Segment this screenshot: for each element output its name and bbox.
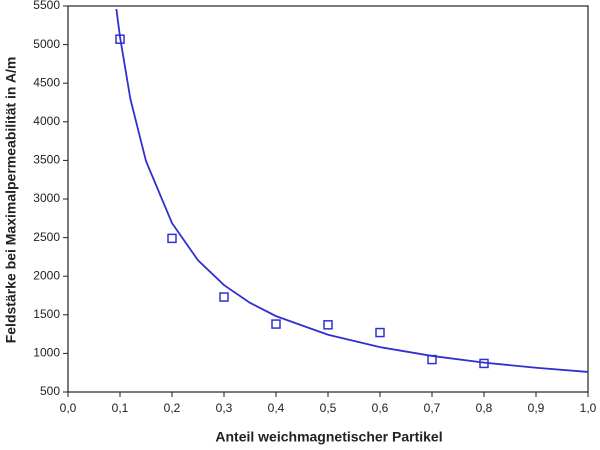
data-point xyxy=(271,319,281,329)
y-tick-label: 3500 xyxy=(33,153,60,167)
data-point xyxy=(219,292,229,302)
x-tick-label: 0,6 xyxy=(372,401,389,415)
x-tick-label: 0,3 xyxy=(216,401,233,415)
y-tick-label: 5000 xyxy=(33,37,60,51)
data-point xyxy=(375,327,385,338)
x-tick-label: 0,8 xyxy=(476,401,493,415)
x-tick-label: 0,7 xyxy=(424,401,441,415)
y-tick-label: 1500 xyxy=(33,307,60,321)
fit-curve xyxy=(115,8,588,373)
x-axis-title: Anteil weichmagnetischer Partikel xyxy=(215,429,442,445)
x-tick-label: 0,5 xyxy=(320,401,337,415)
x-tick-label: 0,0 xyxy=(60,401,77,415)
x-tick-label: 0,4 xyxy=(268,401,285,415)
y-tick-label: 4500 xyxy=(33,75,60,89)
y-tick-label: 2000 xyxy=(33,268,60,282)
x-tick-label: 1,0 xyxy=(580,401,597,415)
x-tick-label: 0,1 xyxy=(112,401,129,415)
y-axis-title: Feldstärke bei Maximalpermeabilität in A… xyxy=(3,57,19,344)
y-tick-label: 4000 xyxy=(33,114,60,128)
y-tick-label: 500 xyxy=(40,384,60,398)
y-tick-label: 3000 xyxy=(33,191,60,205)
y-tick-label: 2500 xyxy=(33,230,60,244)
data-point xyxy=(167,233,177,244)
y-tick-label: 5500 xyxy=(33,0,60,12)
data-point xyxy=(323,320,333,330)
y-tick-label: 1000 xyxy=(33,346,60,360)
x-tick-label: 0,9 xyxy=(528,401,545,415)
x-tick-label: 0,2 xyxy=(164,401,181,415)
